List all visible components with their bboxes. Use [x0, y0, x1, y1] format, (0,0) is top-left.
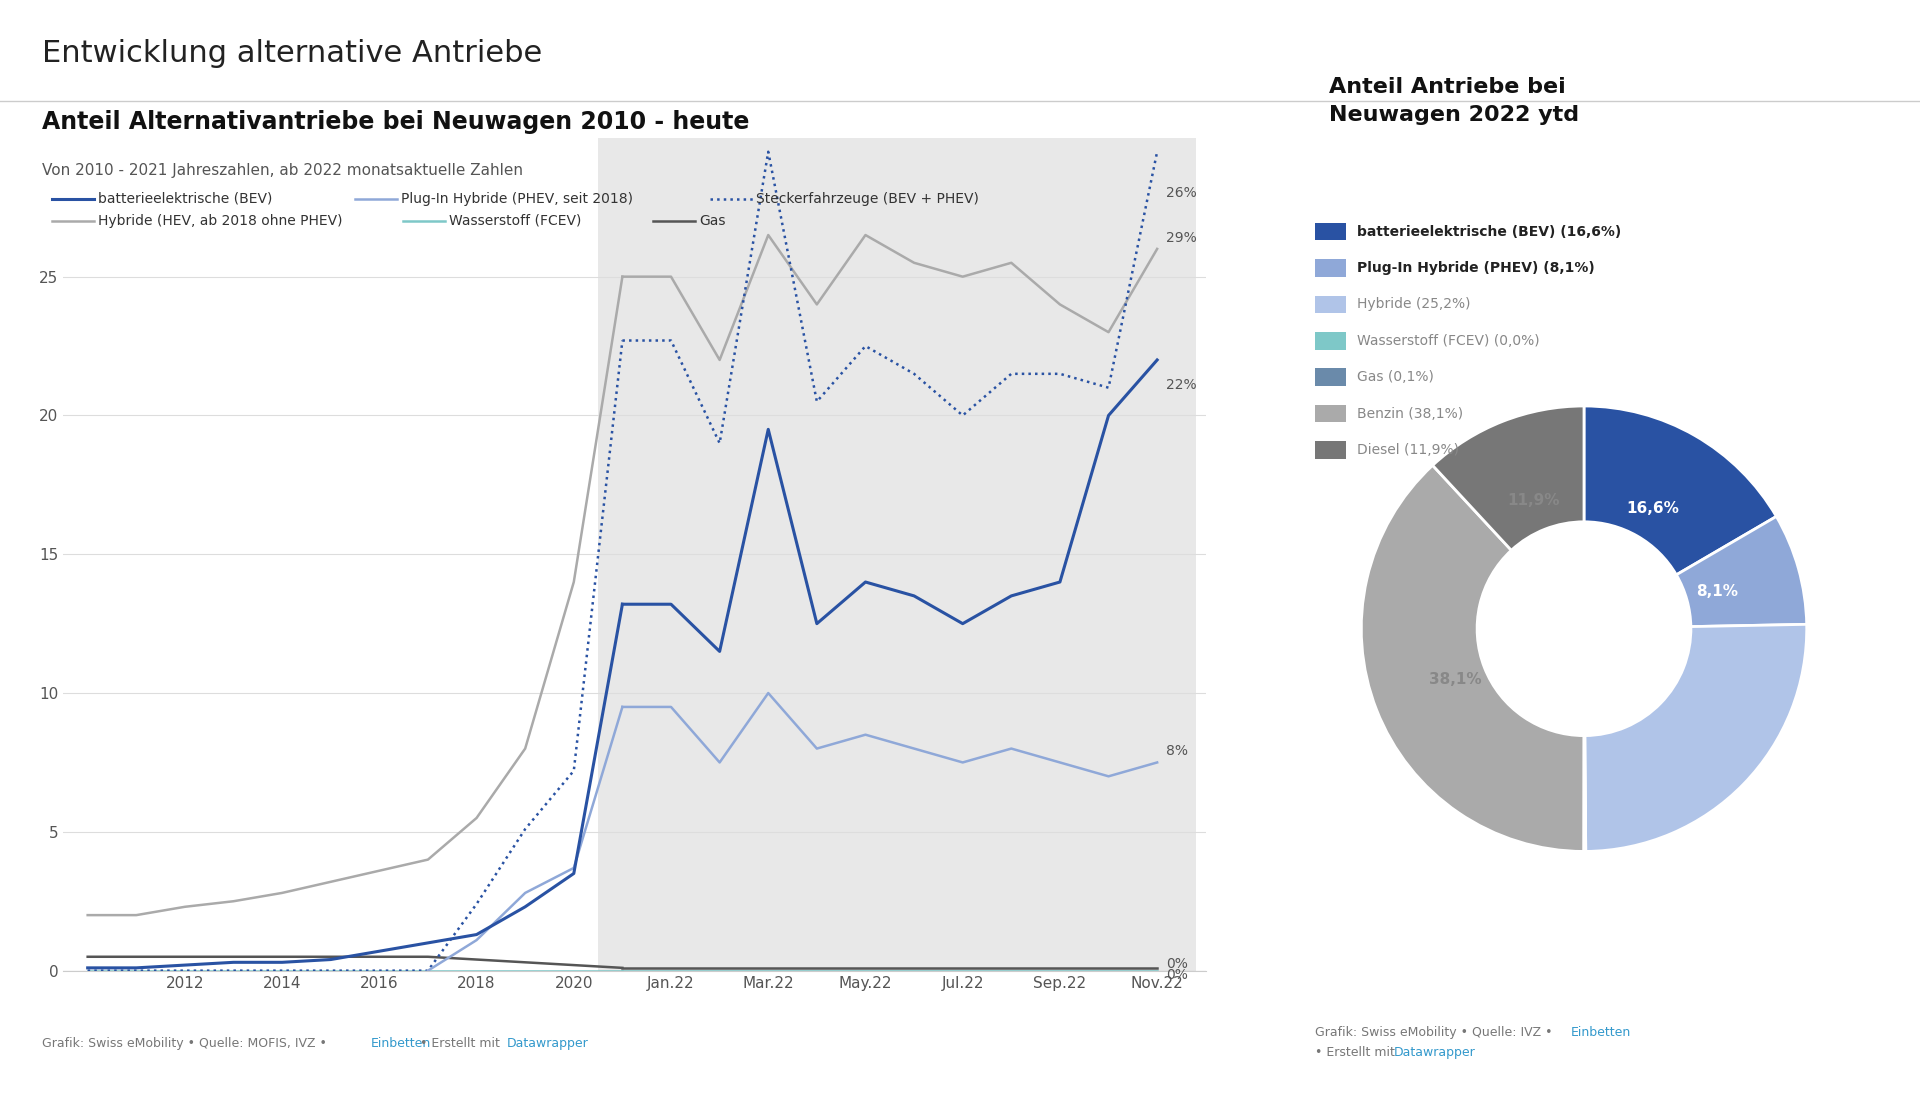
Text: Plug-In Hybride (PHEV, seit 2018): Plug-In Hybride (PHEV, seit 2018) [401, 192, 634, 205]
Text: Anteil Antriebe bei
Neuwagen 2022 ytd: Anteil Antriebe bei Neuwagen 2022 ytd [1329, 77, 1578, 126]
Text: 26%: 26% [1165, 186, 1196, 201]
Text: Hybride (HEV, ab 2018 ohne PHEV): Hybride (HEV, ab 2018 ohne PHEV) [98, 214, 342, 227]
Wedge shape [1584, 624, 1807, 852]
Text: Plug-In Hybride (PHEV) (8,1%): Plug-In Hybride (PHEV) (8,1%) [1357, 261, 1596, 275]
Wedge shape [1584, 406, 1776, 575]
Text: 16,6%: 16,6% [1626, 502, 1680, 516]
Text: 11,9%: 11,9% [1507, 493, 1559, 507]
Text: 8%: 8% [1165, 745, 1188, 759]
Text: • Erstellt mit: • Erstellt mit [1315, 1046, 1396, 1059]
Text: 29%: 29% [1165, 231, 1196, 245]
Text: 8,1%: 8,1% [1695, 583, 1738, 599]
Wedge shape [1676, 516, 1807, 627]
Text: batterieelektrische (BEV) (16,6%): batterieelektrische (BEV) (16,6%) [1357, 225, 1622, 238]
Text: Einbetten: Einbetten [371, 1037, 430, 1050]
Text: Wasserstoff (FCEV): Wasserstoff (FCEV) [449, 214, 582, 227]
Text: Entwicklung alternative Antriebe: Entwicklung alternative Antriebe [42, 39, 543, 67]
Text: Diesel (11,9%): Diesel (11,9%) [1357, 443, 1459, 457]
Bar [599, 138, 1196, 971]
Text: Grafik: Swiss eMobility • Quelle: MOFIS, IVZ •: Grafik: Swiss eMobility • Quelle: MOFIS,… [42, 1037, 330, 1050]
Wedge shape [1432, 406, 1584, 550]
Text: Wasserstoff (FCEV) (0,0%): Wasserstoff (FCEV) (0,0%) [1357, 334, 1540, 347]
Text: batterieelektrische (BEV): batterieelektrische (BEV) [98, 192, 273, 205]
Text: Steckerfahrzeuge (BEV + PHEV): Steckerfahrzeuge (BEV + PHEV) [756, 192, 979, 205]
Text: Datawrapper: Datawrapper [1394, 1046, 1476, 1059]
Text: Benzin (38,1%): Benzin (38,1%) [1357, 407, 1463, 420]
Text: Grafik: Swiss eMobility • Quelle: IVZ •: Grafik: Swiss eMobility • Quelle: IVZ • [1315, 1026, 1557, 1039]
Text: 0%: 0% [1165, 956, 1188, 971]
Text: 22%: 22% [1165, 378, 1196, 392]
Text: Von 2010 - 2021 Jahreszahlen, ab 2022 monatsaktuelle Zahlen: Von 2010 - 2021 Jahreszahlen, ab 2022 mo… [42, 163, 524, 179]
Text: Datawrapper: Datawrapper [507, 1037, 589, 1050]
Text: Anteil Alternativantriebe bei Neuwagen 2010 - heute: Anteil Alternativantriebe bei Neuwagen 2… [42, 110, 749, 135]
Text: Gas: Gas [699, 214, 726, 227]
Text: Hybride (25,2%): Hybride (25,2%) [1357, 298, 1471, 311]
Text: 0%: 0% [1165, 967, 1188, 982]
Text: Einbetten: Einbetten [1571, 1026, 1630, 1039]
Wedge shape [1361, 465, 1584, 852]
Text: 38,1%: 38,1% [1428, 672, 1482, 686]
Text: Gas (0,1%): Gas (0,1%) [1357, 371, 1434, 384]
Text: • Erstellt mit: • Erstellt mit [420, 1037, 501, 1050]
